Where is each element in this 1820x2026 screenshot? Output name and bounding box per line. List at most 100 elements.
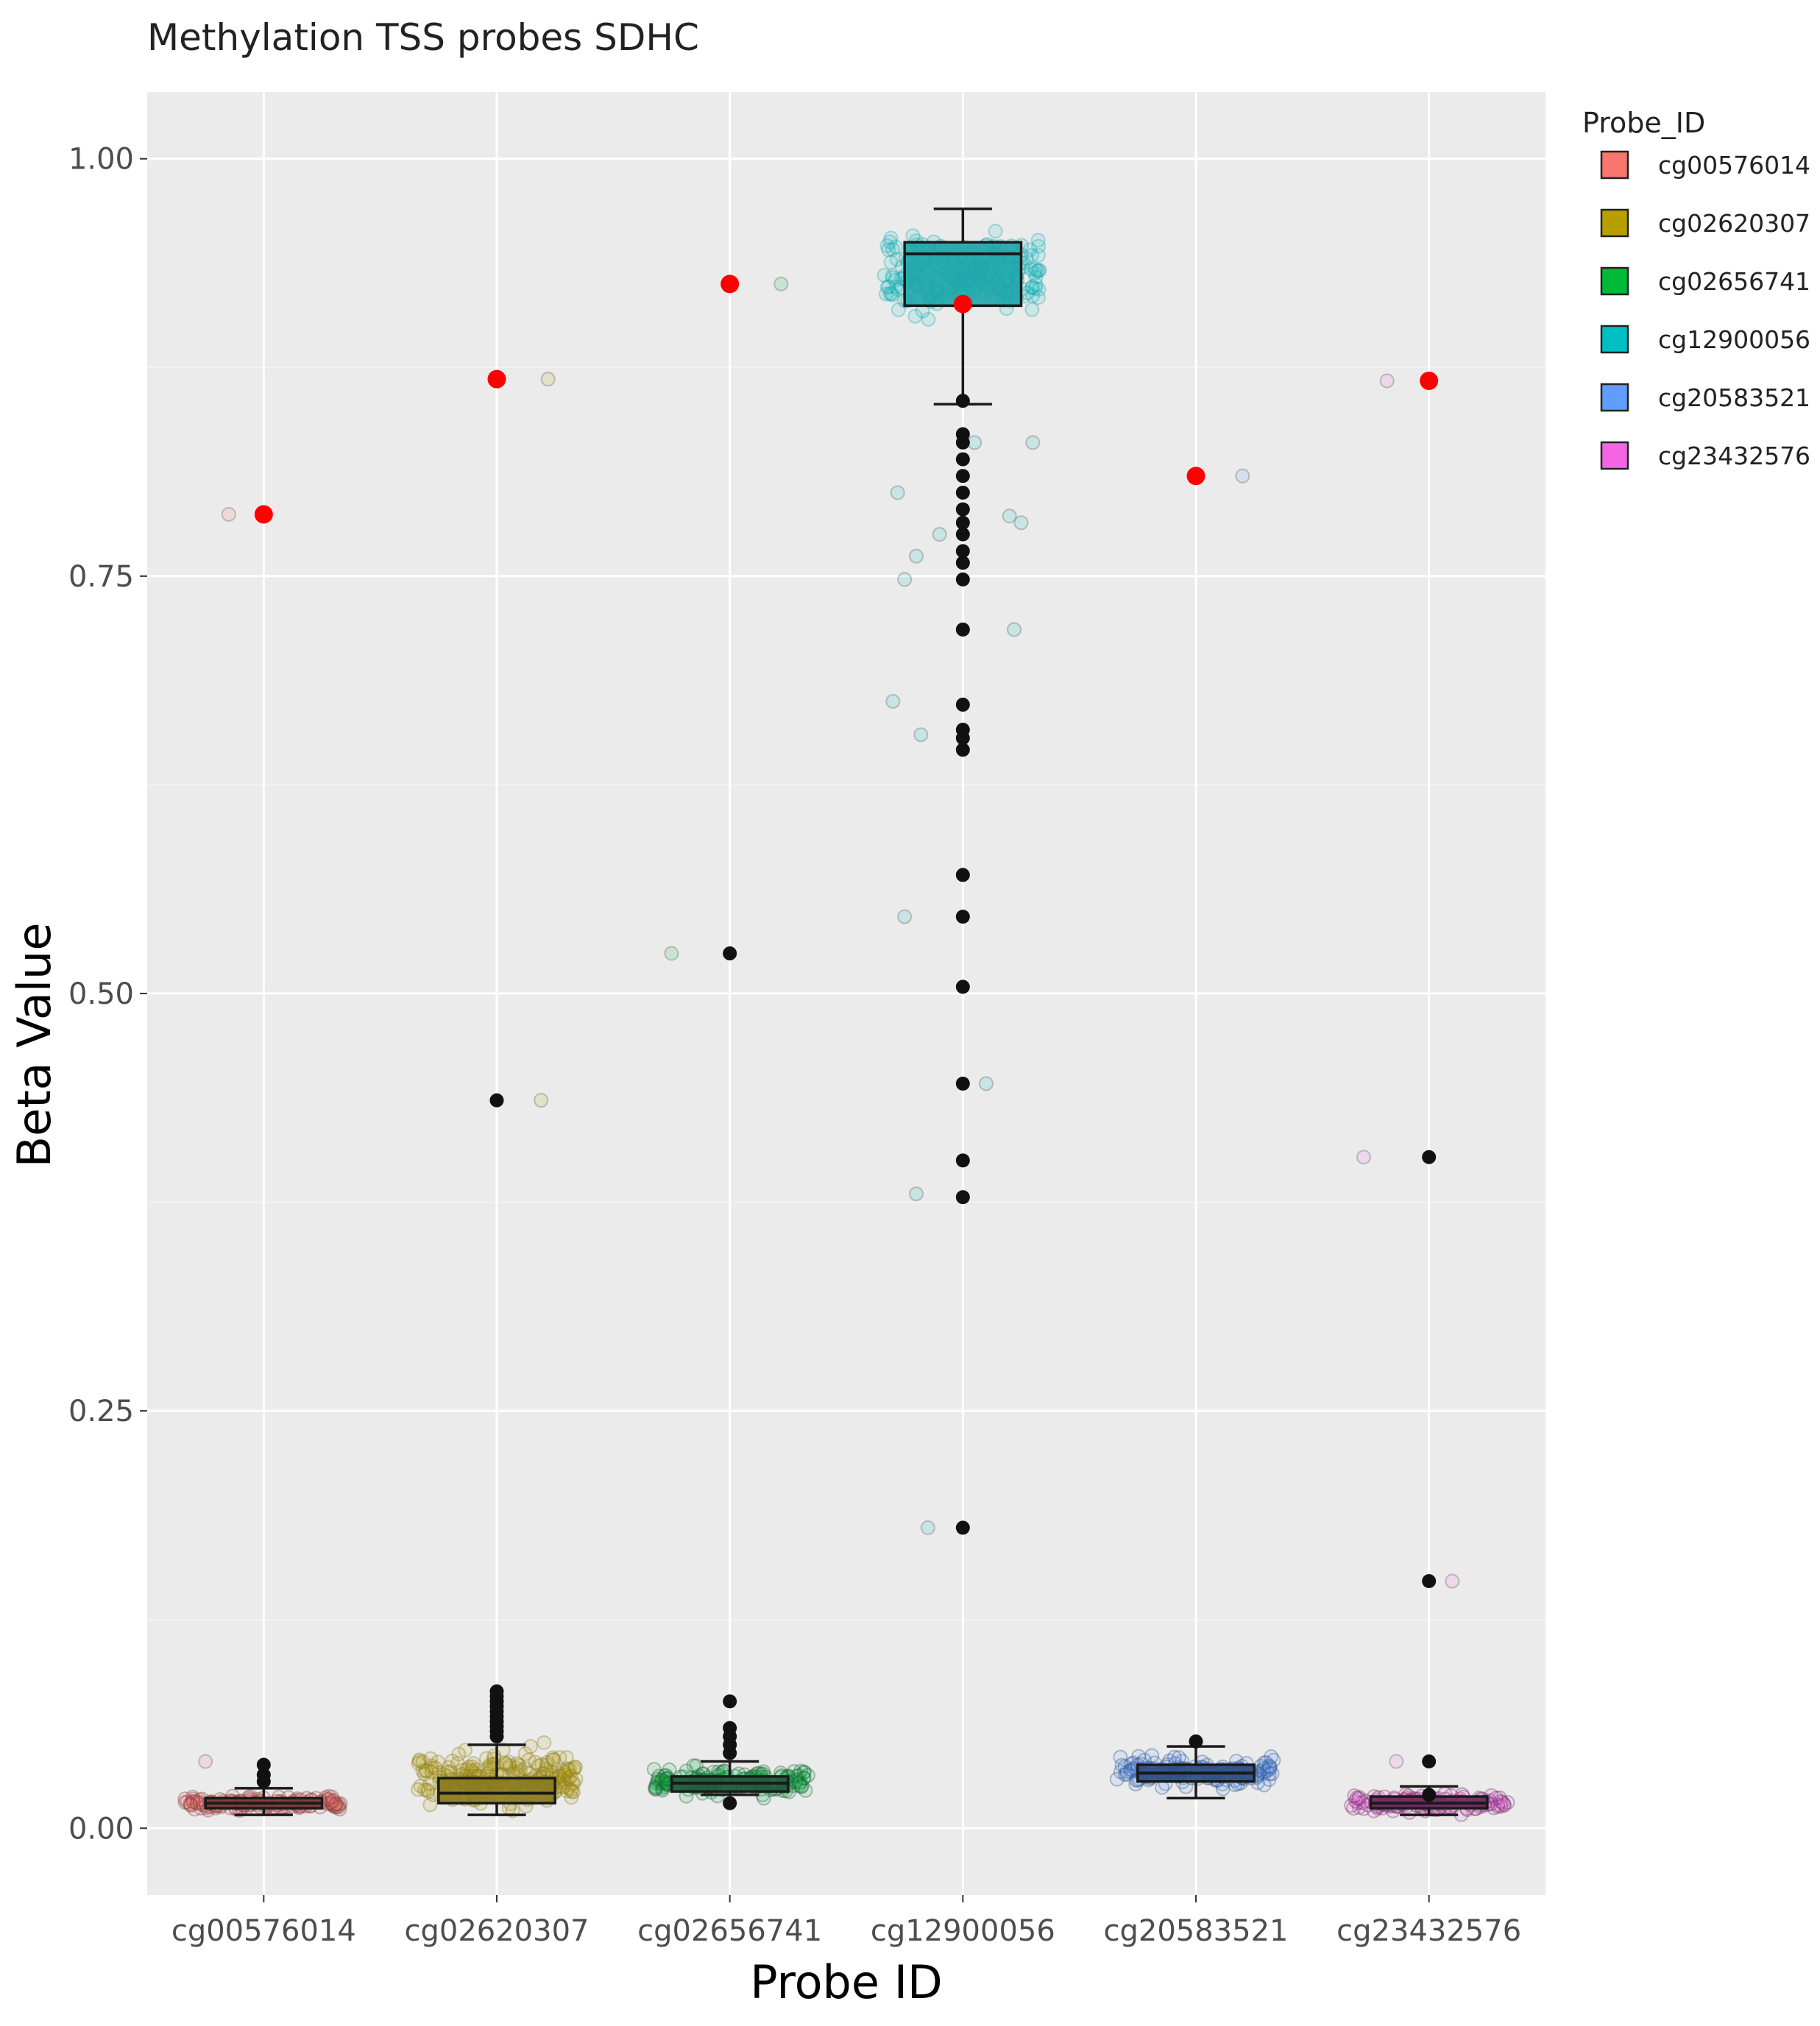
jitter-point <box>559 1783 575 1799</box>
jitter-point <box>648 1781 664 1796</box>
jitter-point <box>198 1754 213 1769</box>
jitter-point <box>648 1779 664 1794</box>
jitter-point <box>1028 269 1044 285</box>
jitter-point <box>185 1789 200 1804</box>
jitter-point <box>1379 373 1395 389</box>
jitter-point <box>561 1780 576 1796</box>
jitter-point <box>1113 1764 1128 1779</box>
jitter-point <box>1256 1765 1272 1781</box>
jitter-point <box>326 1799 341 1814</box>
legend-label-cg12900056: cg12900056 <box>1658 325 1810 354</box>
jitter-point <box>1024 302 1040 317</box>
jitter-point <box>1356 1150 1371 1165</box>
jitter-point <box>177 1791 193 1807</box>
jitter-point <box>1264 1749 1279 1765</box>
outlier-point <box>955 394 970 408</box>
jitter-point <box>325 1793 341 1808</box>
jitter-point <box>1022 242 1038 258</box>
jitter-point <box>796 1771 812 1786</box>
legend-key-cg23432576 <box>1600 441 1629 470</box>
jitter-point <box>183 1796 198 1811</box>
y-tick-label: 0.50 <box>68 977 134 1011</box>
series-cg20583521 <box>1109 467 1281 1800</box>
outlier-point <box>723 1721 737 1735</box>
jitter-point <box>1023 261 1038 277</box>
jitter-point <box>415 1763 431 1779</box>
jitter-point <box>1030 248 1046 263</box>
jitter-point <box>1495 1795 1510 1810</box>
jitter-point <box>556 1772 571 1788</box>
jitter-point <box>793 1774 808 1790</box>
jitter-point <box>422 1776 438 1791</box>
outlier-point <box>955 1190 970 1205</box>
jitter-point <box>888 279 904 294</box>
jitter-point <box>1031 282 1047 297</box>
jitter-point <box>419 1782 435 1798</box>
jitter-point <box>650 1771 665 1787</box>
jitter-point <box>221 506 236 522</box>
jitter-point <box>1131 1749 1147 1764</box>
jitter-point <box>1500 1795 1515 1810</box>
jitter-point <box>1445 1573 1460 1589</box>
jitter-point <box>648 1780 663 1796</box>
highlight-point <box>953 294 972 314</box>
jitter-point <box>564 1775 580 1791</box>
jitter-point <box>1113 1749 1128 1765</box>
jitter-point <box>888 272 903 288</box>
jitter-point <box>1261 1772 1277 1788</box>
jitter-point <box>466 1756 481 1771</box>
jitter-point <box>1031 238 1047 254</box>
jitter-point <box>885 269 900 284</box>
legend-title: Probe_ID <box>1582 107 1705 139</box>
jitter-point <box>1235 468 1250 484</box>
jitter-point <box>538 1762 553 1777</box>
jitter-point <box>1261 1766 1277 1782</box>
jitter-point <box>459 1762 475 1777</box>
legend-label-cg02656741: cg02656741 <box>1658 267 1810 296</box>
jitter-point <box>498 1756 513 1771</box>
jitter-point <box>332 1802 347 1817</box>
jitter-point <box>1263 1760 1278 1775</box>
jitter-point <box>1262 1760 1278 1775</box>
jitter-point <box>534 1093 549 1108</box>
jitter-point <box>1119 1766 1134 1782</box>
jitter-point <box>415 1754 431 1770</box>
jitter-point <box>563 1782 578 1797</box>
legend-key-cg02656741 <box>1600 266 1629 296</box>
jitter-point <box>793 1763 809 1779</box>
jitter-point <box>1030 233 1046 248</box>
outlier-point <box>955 910 970 924</box>
jitter-point <box>1030 263 1045 278</box>
jitter-point <box>499 1757 514 1772</box>
legend-key-cg02620307 <box>1600 208 1629 238</box>
jitter-point <box>325 1789 340 1804</box>
jitter-point <box>913 727 929 743</box>
jitter-point <box>1351 1791 1367 1807</box>
jitter-point <box>559 1760 575 1776</box>
jitter-point <box>791 1768 807 1783</box>
jitter-point <box>567 1760 583 1775</box>
jitter-point <box>327 1799 343 1815</box>
jitter-point <box>885 270 901 286</box>
outlier-point <box>955 1153 970 1168</box>
jitter-point <box>882 286 898 302</box>
jitter-point <box>325 1793 341 1808</box>
jitter-point <box>648 1782 663 1797</box>
outlier-point <box>723 1796 737 1810</box>
jitter-point <box>487 1756 503 1771</box>
jitter-point <box>450 1755 465 1771</box>
jitter-point <box>411 1754 427 1769</box>
jitter-point <box>1117 1767 1133 1782</box>
outlier-point <box>955 544 970 559</box>
outlier-point <box>489 1684 504 1699</box>
jitter-point <box>1030 290 1046 305</box>
jitter-point <box>558 1775 573 1791</box>
jitter-point <box>786 1764 801 1779</box>
jitter-point <box>882 234 898 249</box>
jitter-point <box>1490 1797 1506 1813</box>
jitter-point <box>883 230 899 246</box>
outlier-point <box>955 723 970 737</box>
jitter-point <box>649 1776 665 1791</box>
jitter-point <box>1256 1761 1271 1777</box>
jitter-point <box>552 1768 567 1783</box>
